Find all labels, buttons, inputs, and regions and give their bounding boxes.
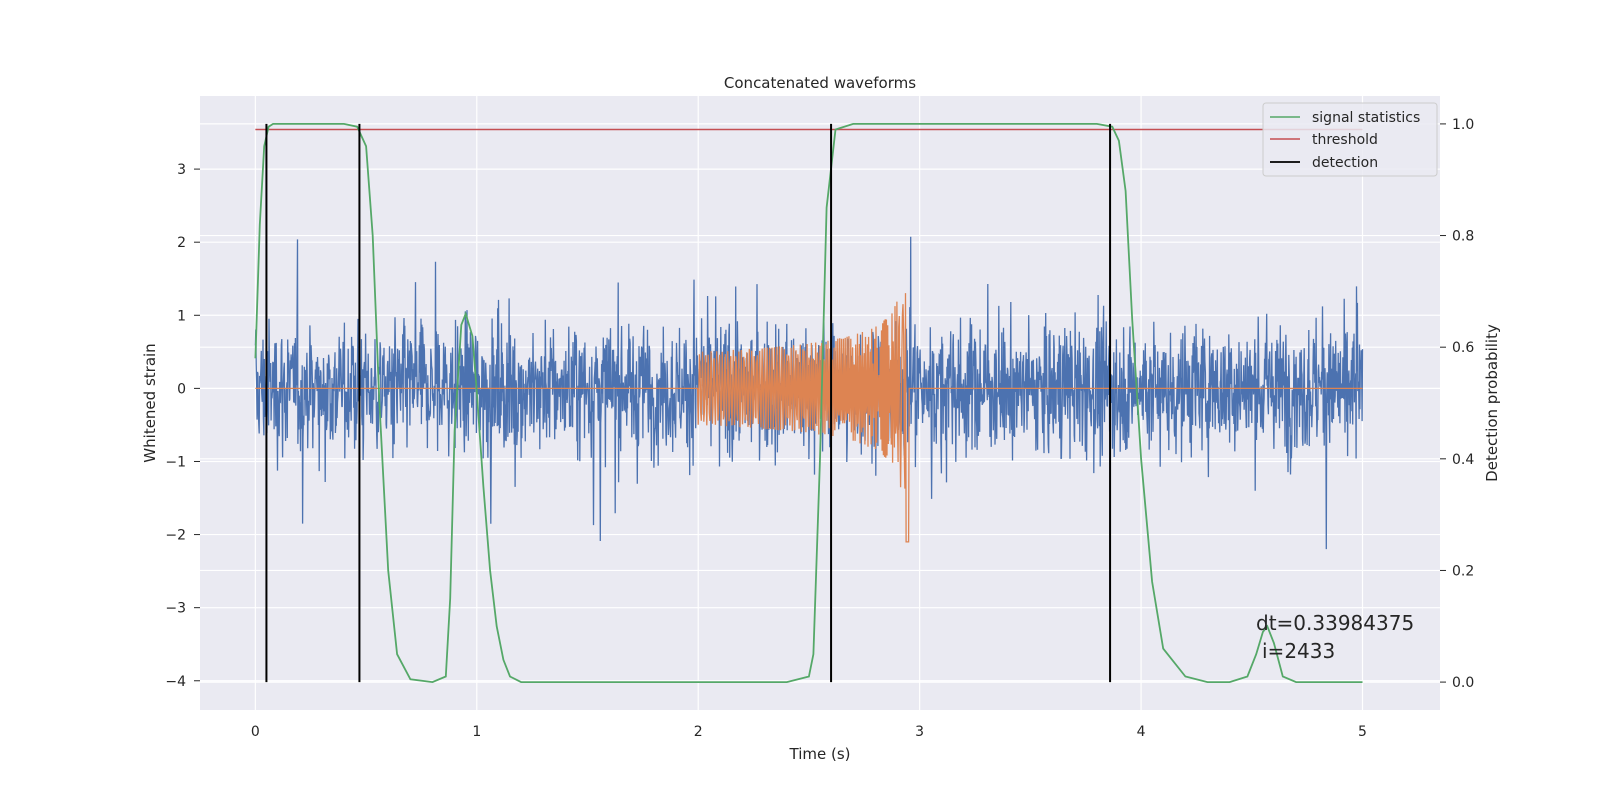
injected-chirp-series: [255, 293, 1363, 543]
y-tick-label: −3: [165, 601, 186, 617]
x-tick-label: 0: [251, 724, 260, 740]
axes: 0 1 2 3 4 5 −4 −3 −2 −1 0 1 2 3 0.0 0.2 0.4 0.6 0.8 1.0: [165, 117, 1474, 740]
y-axis-label: Whitened strain: [141, 343, 159, 462]
y2-tick-label: 0.4: [1452, 452, 1474, 468]
x-tick-label: 1: [472, 724, 481, 740]
x-tick-label: 4: [1137, 724, 1146, 740]
x-tick-label: 3: [915, 724, 924, 740]
x-axis-label: Time (s): [789, 745, 851, 763]
x-tick-label: 5: [1358, 724, 1367, 740]
y2-tick-label: 0.0: [1452, 675, 1474, 691]
annotation-i: i=2433: [1262, 639, 1335, 663]
y-tick-label: −2: [165, 528, 186, 544]
y2-tick-label: 1.0: [1452, 117, 1474, 133]
y2-tick-label: 0.8: [1452, 229, 1474, 245]
legend-label-detection: detection: [1312, 155, 1378, 171]
legend-frame: [1262, 102, 1438, 177]
y2-tick-label: 0.2: [1452, 563, 1474, 579]
legend-label-threshold: threshold: [1312, 132, 1378, 148]
y2-tick-label: 0.6: [1452, 340, 1474, 356]
y-tick-label: −4: [165, 674, 186, 690]
chart-title: Concatenated waveforms: [724, 74, 916, 92]
y-tick-label: 1: [177, 308, 186, 324]
data-layer: [254, 123, 1364, 684]
y-tick-label: 3: [177, 162, 186, 178]
y-tick-label: 0: [177, 381, 186, 397]
y-tick-label: −1: [165, 454, 186, 470]
y2-axis-label: Detection probability: [1483, 324, 1501, 482]
strain-noise-series: [254, 236, 1364, 550]
y-tick-label: 2: [177, 235, 186, 251]
x-tick-label: 2: [694, 724, 703, 740]
legend-label-signal-statistics: signal statistics: [1312, 110, 1420, 126]
annotation-dt: dt=0.33984375: [1256, 611, 1414, 635]
legend: signal statistics threshold detection: [1262, 102, 1438, 177]
signal-statistics-series: [254, 123, 1363, 684]
